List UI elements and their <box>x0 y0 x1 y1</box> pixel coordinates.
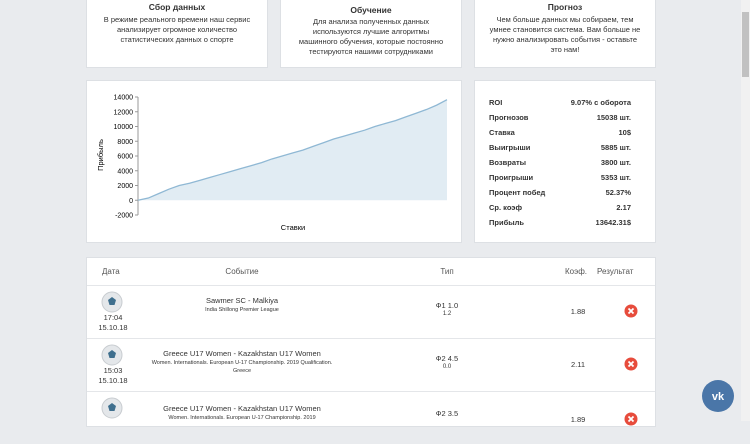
card-title: Обучение <box>350 5 392 15</box>
coef: 2.11 <box>570 360 586 369</box>
event-icon <box>101 291 123 315</box>
stat-row: Возвраты 3800 шт. <box>489 158 631 167</box>
y-tick-label: 0 <box>129 198 133 205</box>
y-axis-label: Прибыль <box>96 139 105 171</box>
stat-row: Процент побед 52.37% <box>489 188 631 197</box>
line <box>137 99 448 201</box>
result-icon <box>624 304 638 320</box>
chart: Прибыль Ставки -2000 0 2000 4000 6000 8000 100… <box>96 95 448 232</box>
bet-type: Ф2 4.5 <box>435 354 459 363</box>
coef: 1.89 <box>570 415 586 424</box>
table-header: Результат <box>597 267 634 276</box>
stat-label: Проигрыши <box>489 173 534 182</box>
league: Women. Internationals. European U-17 Cha… <box>168 415 316 421</box>
date: 15.10.18 <box>98 323 128 332</box>
stats-card: ROI 9.07% с оборота Прогнозов 15038 шт. Став… <box>474 80 656 243</box>
stat-value: 3800 шт. <box>600 158 631 167</box>
result-icon <box>624 357 638 373</box>
stat-label: Ставка <box>489 128 515 137</box>
stat-value: 15038 шт. <box>596 113 631 122</box>
table-row: 15:03 15.10.18 Greece U17 Women - Kazakhst… <box>87 338 655 391</box>
event: Sawmer SC - Malkiya <box>205 296 279 305</box>
stat-value: 13642.31$ <box>595 218 631 227</box>
event-icon <box>101 397 123 421</box>
stat-row: Выигрыши 5885 шт. <box>489 143 631 152</box>
y-tick-label: -2000 <box>115 213 133 220</box>
area-fill <box>138 99 447 201</box>
card-text: В режиме реального времени наш сервис ан… <box>103 15 251 44</box>
stat-row: Ср. коэф 2.17 <box>489 203 631 212</box>
scrollbar[interactable] <box>741 0 750 421</box>
card: Обучение Для анализа полученных данных и… <box>280 0 462 68</box>
league: Women. Internationals. European U-17 Cha… <box>151 360 333 374</box>
time: 15:03 <box>103 366 123 375</box>
stat-value: 2.17 <box>616 203 631 212</box>
stat-row: Проигрыши 5353 шт. <box>489 173 631 182</box>
stat-label: Ср. коэф <box>489 203 523 212</box>
y-tick-label: 14000 <box>114 95 134 102</box>
card-title: Сбор данных <box>148 2 206 12</box>
stat-row: ROI 9.07% с оборота <box>489 98 631 107</box>
stat-row: Прибыль 13642.31$ <box>489 218 631 227</box>
result-icon <box>624 412 638 428</box>
svg-text:vk: vk <box>712 391 725 403</box>
y-tick-label: 2000 <box>117 183 133 190</box>
stat-label: Процент побед <box>489 188 546 197</box>
table-header: Событие <box>225 267 259 276</box>
chart-card: Прибыль Ставки -2000 0 2000 4000 6000 8000 100… <box>86 80 462 243</box>
stat-row: Прогнозов 15038 шт. <box>489 113 631 122</box>
stat-label: Прогнозов <box>489 113 529 122</box>
bet-sub: 1.2 <box>442 311 452 317</box>
stat-value: 5885 шт. <box>600 143 631 152</box>
stat-label: Прибыль <box>489 218 524 227</box>
card-text: Чем больше данных мы собираем, тем умнее… <box>489 15 641 54</box>
card: Сбор данных В режиме реального времени н… <box>86 0 268 68</box>
stat-value: 52.37% <box>605 188 631 197</box>
coef: 1.88 <box>570 307 586 316</box>
stat-value: 5353 шт. <box>600 173 631 182</box>
y-tick-label: 8000 <box>117 139 133 146</box>
page: Сбор данных В режиме реального времени н… <box>86 0 750 427</box>
table-row: 17:04 15.10.18 Sawmer SC - Malkiya India Sh… <box>87 285 655 338</box>
event-icon <box>101 344 123 368</box>
time: 17:04 <box>103 313 123 322</box>
y-tick-label: 10000 <box>114 124 134 131</box>
table-header: Дата <box>102 267 120 276</box>
y-tick-label: 12000 <box>114 109 134 116</box>
table-header: Коэф. <box>565 267 587 276</box>
card-text: Для анализа полученных данных используют… <box>298 17 444 56</box>
y-tick-label: 4000 <box>117 168 133 175</box>
bet-sub: 0.0 <box>442 364 452 370</box>
card-title: Прогноз <box>547 2 583 12</box>
stat-label: Возвраты <box>489 158 527 167</box>
league: India Shillong Premier League <box>205 307 279 313</box>
stat-label: Выигрыши <box>489 143 531 152</box>
vk-button[interactable]: vk <box>701 379 735 413</box>
table-row: Greece U17 Women - Kazakhstan U17 Women W… <box>87 391 655 444</box>
event: Greece U17 Women - Kazakhstan U17 Women <box>163 404 321 413</box>
bet-type: Ф1 1.0 <box>435 301 459 310</box>
x-axis-label: Ставки <box>281 223 305 232</box>
stat-value: 9.07% с оборота <box>570 98 631 107</box>
stat-value: 10$ <box>618 128 631 137</box>
event: Greece U17 Women - Kazakhstan U17 Women <box>163 349 321 358</box>
bet-type: Ф2 3.5 <box>435 409 459 418</box>
table-header: Тип <box>440 267 454 276</box>
y-tick-label: 6000 <box>117 154 133 161</box>
table-card: Дата Событие Тип Коэф. Результат 17:04 15… <box>86 257 656 427</box>
date: 15.10.18 <box>98 376 128 385</box>
scroll-thumb[interactable] <box>742 12 749 77</box>
card: Прогноз Чем больше данных мы собираем, т… <box>474 0 656 68</box>
stat-label: ROI <box>489 98 503 107</box>
stat-row: Ставка 10$ <box>489 128 631 137</box>
